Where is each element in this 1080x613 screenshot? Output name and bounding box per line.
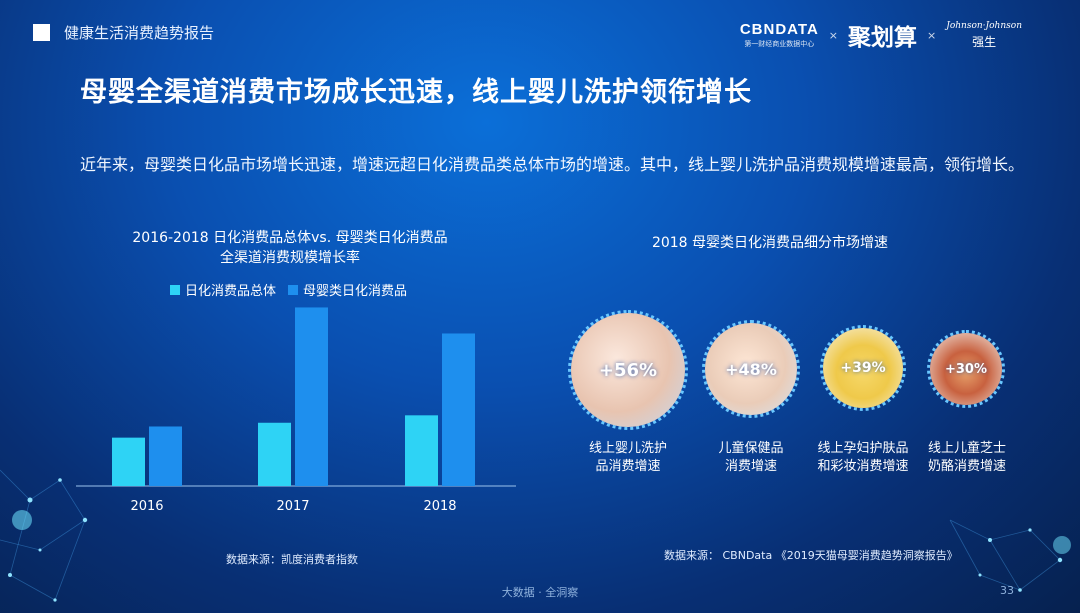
bar-2017-series1	[258, 422, 291, 486]
bar-2016-series2	[149, 426, 182, 486]
legend-item-series1: 日化消费品总体	[170, 280, 276, 299]
bar-chart-source: 数据来源：凯度消费者指数	[226, 553, 358, 566]
bubble-label-child-cheese: 线上儿童芝士 奶酪消费增速	[912, 440, 1022, 476]
juhuasuan-logo: 聚划算	[848, 24, 917, 51]
bubble-label-line1: 线上婴儿洗护	[588, 441, 667, 456]
johnson-logo-script: Johnson·Johnson	[946, 20, 1022, 31]
bar-2018-series1	[405, 415, 438, 486]
intro-paragraph: 近年来，母婴类日化品市场增长迅速，增速远超日化消费品类总体市场的增速。其中，线上…	[80, 155, 1025, 174]
bar-2016-series1	[112, 437, 145, 486]
bubble-label-line2: 消费增速	[724, 459, 777, 474]
logo-separator: ×	[828, 28, 838, 42]
bar-chart-title-line1: 2016-2018 日化消费品总体vs. 母婴类日化消费品	[132, 230, 448, 246]
bar-chart-title-line2: 全渠道消费规模增长率	[220, 250, 360, 266]
legend-label-series1: 日化消费品总体	[185, 284, 277, 299]
legend-swatch-series2	[288, 284, 299, 295]
x-tick-label: 2018	[423, 499, 456, 514]
bubble-label-maternity-skincare: 线上孕妇护肤品 和彩妆消费增速	[808, 440, 918, 476]
page-number: 33	[1000, 584, 1014, 597]
bubble-label-line1: 线上孕妇护肤品	[817, 441, 909, 456]
johnson-logo-cn: 强生	[972, 34, 997, 49]
johnson-logo: Johnson·Johnson 强生	[946, 21, 1022, 50]
bubble-child-cheese: +30%	[927, 330, 1005, 408]
bar-2018-series2	[442, 333, 475, 486]
legend-item-series2: 母婴类日化消费品	[288, 280, 407, 299]
logo-separator: ×	[927, 28, 937, 42]
bubble-label-line1: 儿童保健品	[718, 441, 784, 456]
bubble-label-line2: 奶酪消费增速	[927, 459, 1006, 474]
bar-2017-series2	[295, 307, 328, 486]
bar-chart-title: 2016-2018 日化消费品总体vs. 母婴类日化消费品 全渠道消费规模增长率	[80, 228, 500, 268]
bubble-value: +39%	[823, 328, 903, 408]
bubble-label-line2: 和彩妆消费增速	[817, 459, 909, 474]
bubble-value: +56%	[571, 313, 685, 427]
bubble-label-baby-wash: 线上婴儿洗护 品消费增速	[573, 440, 683, 476]
bubble-label-line1: 线上儿童芝士	[927, 441, 1006, 456]
bubble-chart-source: 数据来源： CBNData 《2019天猫母婴消费趋势洞察报告》	[664, 549, 958, 562]
report-title: 健康生活消费趋势报告	[64, 24, 215, 42]
bubble-chart-title: 2018 母婴类日化消费品细分市场增速	[651, 235, 889, 251]
bubble-child-health: +48%	[702, 320, 800, 418]
x-tick-label: 2016	[130, 499, 163, 514]
bubble-maternity-skincare: +39%	[820, 325, 906, 411]
legend-label-series2: 母婴类日化消费品	[303, 284, 408, 299]
bubble-value: +48%	[705, 323, 797, 415]
bubble-label-child-health: 儿童保健品 消费增速	[696, 440, 806, 476]
bubble-baby-wash: +56%	[568, 310, 688, 430]
footer-text: 大数据 · 全洞察	[501, 586, 579, 599]
cbndata-logo-name: CBNDATA	[739, 21, 819, 38]
bubble-value: +30%	[930, 333, 1002, 405]
legend-swatch-series1	[170, 284, 180, 295]
partner-logos: CBNDATA 第一财经商业数据中心 × 聚划算 × Johnson·Johns…	[740, 18, 1022, 52]
slide-title: 母婴全渠道消费市场成长迅速，线上婴儿洗护领衔增长	[80, 77, 752, 108]
bubble-label-line2: 品消费增速	[595, 459, 661, 474]
cbndata-logo-sub: 第一财经商业数据中心	[744, 40, 815, 48]
header-square-icon	[33, 24, 50, 41]
bar-chart-legend: 日化消费品总体 母婴类日化消费品	[170, 280, 407, 299]
x-tick-label: 2017	[276, 499, 309, 514]
cbndata-logo: CBNDATA 第一财经商业数据中心	[740, 21, 819, 49]
